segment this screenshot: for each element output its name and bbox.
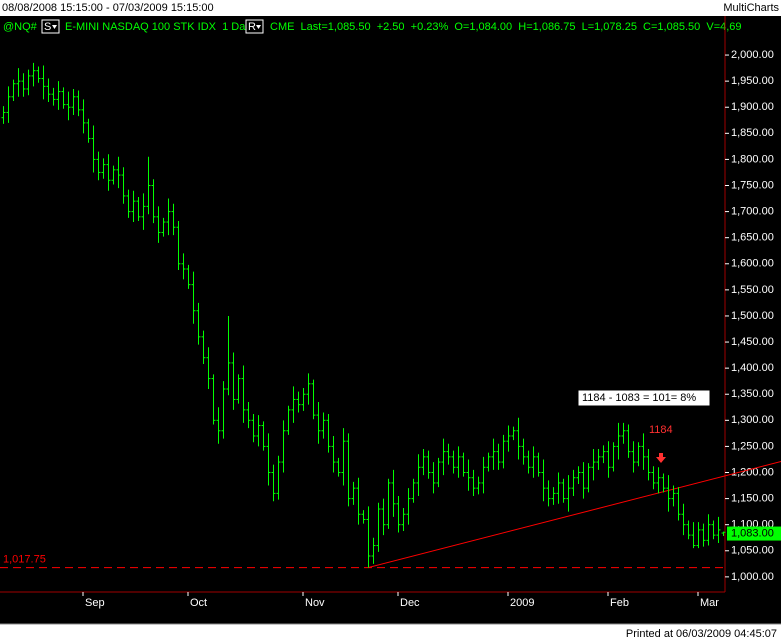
y-tick-label: 1,200.00 [731, 466, 774, 478]
y-tick-label: 1,300.00 [731, 414, 774, 426]
y-tick-label: 1,400.00 [731, 362, 774, 374]
y-tick-label: 1,000.00 [731, 571, 774, 583]
y-tick-label: 1,150.00 [731, 493, 774, 505]
s-button-label: S [44, 21, 51, 33]
y-tick-label: 1,750.00 [731, 179, 774, 191]
y-tick-label: 1,950.00 [731, 75, 774, 87]
dropdown-icon [52, 25, 57, 29]
y-tick-label: 1,050.00 [731, 545, 774, 557]
y-tick-label: 1,500.00 [731, 310, 774, 322]
annotation: 1184 [649, 424, 673, 436]
s-button[interactable] [41, 19, 60, 34]
price-marker-label: 1,083.00 [731, 527, 774, 539]
app-name: MultiCharts [723, 2, 779, 14]
y-tick-label: 1,250.00 [731, 440, 774, 452]
status-bar [0, 624, 781, 642]
dropdown-icon [256, 25, 261, 29]
title-bar [0, 0, 781, 16]
status-text: Printed at 06/03/2009 04:45:07 [626, 628, 777, 640]
y-tick-label: 1,550.00 [731, 284, 774, 296]
y-tick-label: 1,600.00 [731, 258, 774, 270]
y-tick-label: 1,700.00 [731, 205, 774, 217]
r-button-label: R [248, 21, 256, 33]
arrow-icon [656, 453, 666, 463]
y-tick-label: 1,900.00 [731, 101, 774, 113]
y-tick-label: 1,350.00 [731, 388, 774, 400]
quote: CME Last=1,085.50 +2.50 +0.23% O=1,084.0… [270, 21, 742, 33]
chart-area [0, 16, 781, 624]
annotation-box [577, 389, 711, 407]
x-tick-label: Nov [305, 597, 325, 609]
y-tick-label: 1,800.00 [731, 153, 774, 165]
window-title: 08/08/2008 15:15:00 - 07/03/2009 15:15:0… [2, 2, 214, 14]
x-tick-label: Feb [610, 597, 629, 609]
y-tick-label: 1,650.00 [731, 232, 774, 244]
r-button[interactable] [245, 19, 264, 34]
x-tick-label: Dec [400, 597, 420, 609]
x-tick-label: Sep [85, 597, 105, 609]
y-tick-label: 2,000.00 [731, 49, 774, 61]
support-label: 1,017.75 [3, 554, 46, 566]
x-tick-label: Oct [190, 597, 207, 609]
x-tick-label: Mar [700, 597, 719, 609]
annotation: 1184 - 1083 = 101= 8% [582, 392, 696, 404]
y-tick-label: 1,450.00 [731, 336, 774, 348]
x-tick-label: 2009 [510, 597, 534, 609]
description: E-MINI NASDAQ 100 STK IDX 1 Day [65, 21, 251, 33]
price-marker [727, 526, 781, 541]
symbol: @NQ# [3, 21, 38, 33]
y-tick-label: 1,850.00 [731, 127, 774, 139]
trendline [367, 461, 781, 569]
